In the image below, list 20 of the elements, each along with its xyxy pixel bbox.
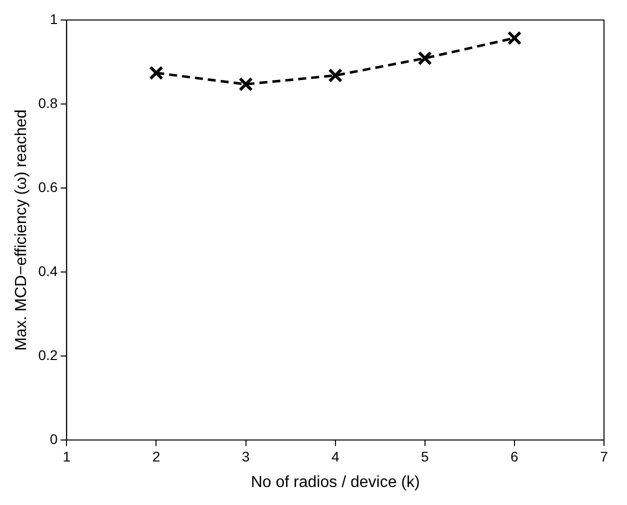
x-tick-label: 1 [62,448,71,464]
y-tick-label: 0.4 [38,262,58,279]
x-axis-title: No of radios / device (k) [250,474,420,491]
x-tick-label: 5 [420,448,429,464]
x-tick-label: 2 [152,448,160,464]
point [149,66,164,80]
point [507,30,522,46]
x-tick-label: 4 [331,448,340,464]
x-tick-label: 3 [242,448,250,464]
y-tick-label: 0.2 [38,346,58,363]
point [328,68,342,83]
y-tick-label: 0.8 [38,94,58,111]
x-tick-label: 6 [510,448,519,464]
x-tick-label: 7 [600,448,608,464]
y-tick-label: 1 [50,10,58,27]
y-axis-title: Max. MCD−efficiency (ω) reached [13,109,30,351]
point [238,77,253,92]
point [418,51,432,66]
y-tick-label: 0.6 [38,178,58,195]
y-tick-label: 0 [50,430,58,447]
